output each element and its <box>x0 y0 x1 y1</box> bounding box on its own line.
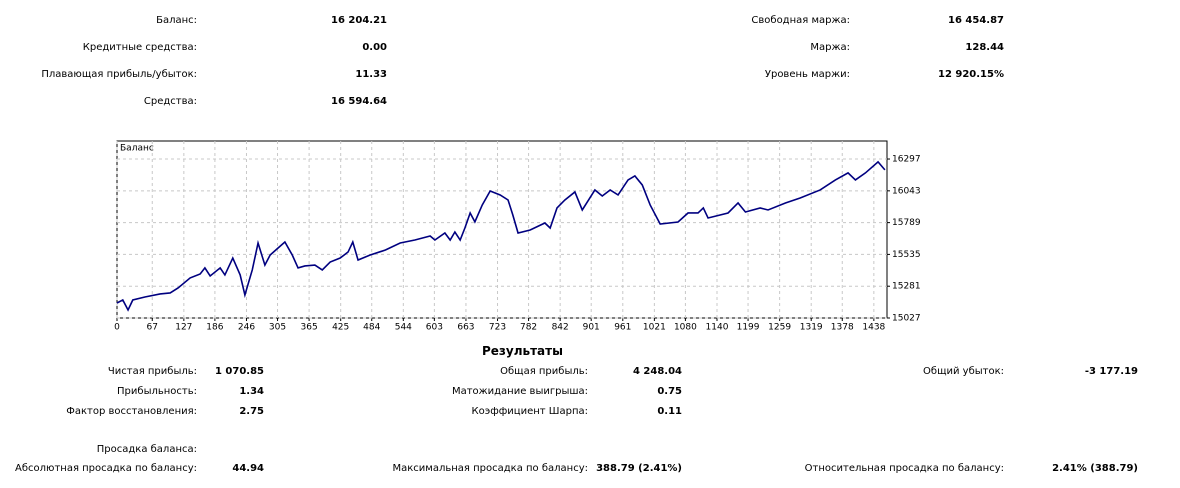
field-label: Общая прибыль: <box>500 366 588 377</box>
field-label: Кредитные средства: <box>82 42 197 53</box>
x-tick-label: 1378 <box>831 323 854 333</box>
field-label: Баланс: <box>156 15 197 26</box>
field-value: 16 594.64 <box>331 96 387 107</box>
field-value: 44.94 <box>232 463 264 474</box>
field-label: Фактор восстановления: <box>66 406 197 417</box>
field-label: Свободная маржа: <box>751 15 850 26</box>
x-tick-label: 782 <box>520 323 537 333</box>
x-tick-label: 425 <box>332 323 349 333</box>
x-tick-label: 842 <box>552 323 569 333</box>
field-value: 0.00 <box>362 42 387 53</box>
x-tick-label: 663 <box>457 323 474 333</box>
field-value: 12 920.15% <box>937 69 1004 80</box>
y-tick-label: 15789 <box>892 218 921 228</box>
x-tick-label: 246 <box>238 323 255 333</box>
field-label: Плавающая прибыль/убыток: <box>41 69 197 80</box>
chart-title: Баланс <box>120 144 154 154</box>
y-tick-label: 15027 <box>892 314 921 324</box>
field-value: -3 177.19 <box>1084 366 1138 377</box>
field-label: Общий убыток: <box>923 366 1004 377</box>
field-label: Относительная просадка по балансу: <box>804 463 1004 474</box>
balance-line <box>116 160 886 312</box>
field-label: Средства: <box>143 96 197 107</box>
field-value: 16 204.21 <box>331 15 387 26</box>
field-value: 0.11 <box>657 406 682 417</box>
y-tick-label: 15281 <box>892 282 921 292</box>
field-label: Коэффициент Шарпа: <box>471 406 588 417</box>
field-value: 16 454.87 <box>948 15 1004 26</box>
x-tick-label: 67 <box>147 323 158 333</box>
x-tick-label: 0 <box>114 323 120 333</box>
x-tick-label: 186 <box>206 323 223 333</box>
x-tick-label: 723 <box>489 323 506 333</box>
x-tick-label: 544 <box>395 323 412 333</box>
y-tick-label: 16297 <box>892 155 921 165</box>
field-value: 2.41% (388.79) <box>1052 463 1138 474</box>
x-tick-label: 365 <box>301 323 318 333</box>
field-label: Матожидание выигрыша: <box>451 386 588 397</box>
field-label: Чистая прибыль: <box>107 366 197 377</box>
x-tick-label: 1319 <box>800 323 823 333</box>
plot-area <box>116 140 888 319</box>
field-value: 4 248.04 <box>632 366 682 377</box>
x-tick-label: 127 <box>175 323 192 333</box>
y-tick-label: 15535 <box>892 250 921 260</box>
x-tick-label: 901 <box>583 323 600 333</box>
x-tick-label: 1021 <box>643 323 666 333</box>
field-label: Уровень маржи: <box>764 69 850 80</box>
y-tick-label: 16043 <box>892 186 921 196</box>
field-value: 1 070.85 <box>214 366 264 377</box>
field-label: Просадка баланса: <box>96 444 197 455</box>
x-tick-label: 961 <box>614 323 631 333</box>
x-tick-label: 1140 <box>706 323 729 333</box>
x-tick-label: 484 <box>363 323 380 333</box>
x-tick-label: 603 <box>426 323 443 333</box>
field-value: 11.33 <box>355 69 387 80</box>
x-tick-label: 1259 <box>768 323 791 333</box>
field-value: 1.34 <box>239 386 264 397</box>
field-label: Прибыльность: <box>117 386 197 397</box>
x-tick-label: 1080 <box>674 323 697 333</box>
section-title: Результаты <box>482 344 563 358</box>
x-tick-label: 1199 <box>737 323 760 333</box>
field-label: Абсолютная просадка по балансу: <box>15 463 197 474</box>
field-value: 0.75 <box>657 386 682 397</box>
x-tick-label: 305 <box>269 323 286 333</box>
field-value: 128.44 <box>965 42 1004 53</box>
field-label: Максимальная просадка по балансу: <box>392 463 588 474</box>
field-value: 2.75 <box>239 406 264 417</box>
field-value: 388.79 (2.41%) <box>596 463 682 474</box>
x-tick-label: 1438 <box>862 323 885 333</box>
field-label: Маржа: <box>810 42 850 53</box>
